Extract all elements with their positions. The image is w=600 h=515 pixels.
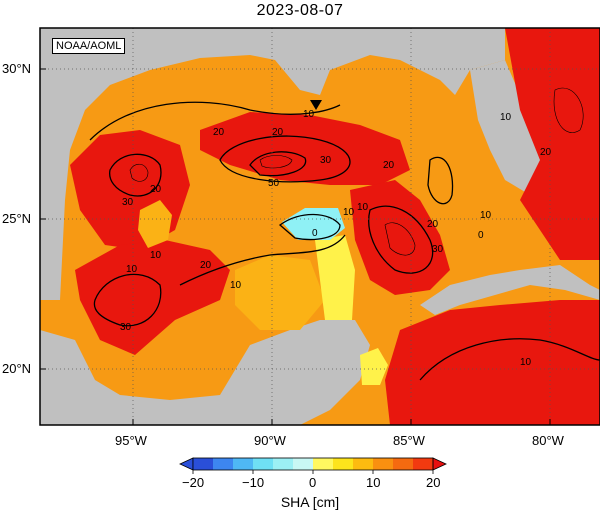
contour-line (89, 101, 341, 141)
field-low-west (138, 200, 172, 248)
colorbar-tick-neg10: −10 (242, 475, 265, 490)
field-low-south (235, 255, 325, 330)
contour-label: 20 (200, 260, 212, 271)
contour-line (419, 338, 600, 381)
contour-label: 50 (268, 178, 280, 189)
contour-line (427, 156, 454, 205)
contour-label: 10 (303, 109, 315, 120)
contour-label: 10 (126, 264, 138, 275)
contour-label: 20 (150, 184, 162, 195)
contour-label: 20 (540, 147, 552, 158)
contour-line (219, 135, 351, 183)
map-frame (39, 27, 600, 426)
lon-label-95w: 95°W (115, 433, 147, 448)
land-yucatan (40, 320, 370, 425)
colorbar-low-arrow (179, 457, 194, 471)
contour-line (179, 234, 346, 286)
contour-label: 0 (478, 230, 484, 241)
credit-label: NOAA/AOML (52, 38, 126, 54)
contour-line (109, 153, 162, 197)
contour-line (249, 151, 307, 177)
lon-label-85w: 85°W (393, 433, 425, 448)
contour-label: 20 (383, 160, 395, 171)
field-high-caribbean (385, 300, 600, 425)
land-cuba (420, 265, 600, 315)
lat-label-25n: 25°N (2, 211, 32, 226)
contour-label: 10 (343, 207, 355, 218)
contour-label: 10 (500, 112, 512, 123)
colorbar-tick-0: 0 (309, 475, 317, 490)
contour-line (278, 213, 341, 241)
float-marker (310, 100, 322, 110)
contour-line (368, 205, 434, 274)
map-title: 2023-08-07 (256, 2, 344, 19)
land-north (40, 28, 505, 300)
colorbar-unit-label: SHA [cm] (280, 494, 340, 510)
contour-label: 10 (480, 210, 492, 221)
contour-line (93, 273, 162, 327)
contour-label: 20 (272, 127, 284, 138)
field-high-east (505, 28, 600, 260)
contour-label: 10 (150, 250, 162, 261)
contour-label: 30 (432, 244, 444, 255)
colorbar-tick-neg20: −20 (182, 475, 205, 490)
field-zero-yucatan (360, 348, 388, 385)
contour-label: 20 (427, 219, 439, 230)
contour-label: 10 (357, 202, 369, 213)
colorbar-high-arrow (432, 457, 447, 471)
lon-label-80w: 80°W (532, 433, 564, 448)
contour-label: 0 (312, 228, 318, 239)
contour-label: 30 (120, 322, 132, 333)
lon-label-90w: 90°W (254, 433, 286, 448)
field-zero-channel (315, 235, 355, 320)
contour-label: 10 (520, 357, 532, 368)
lat-label-20n: 20°N (2, 361, 32, 376)
colorbar (179, 457, 447, 474)
colorbar-tick-10: 10 (366, 475, 381, 490)
contour-label: 10 (230, 280, 242, 291)
field-high-center (350, 180, 450, 295)
contour-label: 30 (320, 155, 332, 166)
lat-label-30n: 30°N (2, 61, 32, 76)
colorbar-tick-20: 20 (426, 475, 441, 490)
contour-label: 30 (122, 197, 134, 208)
contour-label: 20 (213, 127, 225, 138)
field-high-southwest (75, 240, 230, 355)
